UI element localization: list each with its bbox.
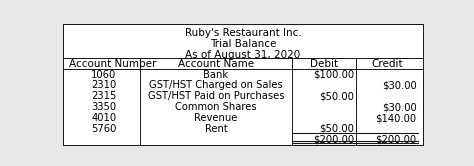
Text: 5760: 5760 [91,124,117,134]
Text: Account Number: Account Number [70,59,157,69]
Text: As of August 31, 2020: As of August 31, 2020 [185,49,301,60]
Text: 1060: 1060 [91,70,117,80]
Text: Account Name: Account Name [178,59,254,69]
Text: $200.00: $200.00 [313,135,354,145]
Text: $50.00: $50.00 [319,91,354,101]
Text: GST/HST Paid on Purchases: GST/HST Paid on Purchases [148,91,284,101]
Text: Trial Balance: Trial Balance [210,39,276,48]
Text: Credit: Credit [372,59,403,69]
Text: Common Shares: Common Shares [175,102,257,112]
Text: Debit: Debit [310,59,338,69]
Text: 2310: 2310 [91,81,117,90]
Text: $140.00: $140.00 [375,113,416,123]
Text: 2315: 2315 [91,91,117,101]
Bar [63,24,423,58]
Text: $30.00: $30.00 [382,102,416,112]
Text: Bank: Bank [203,70,228,80]
Text: GST/HST Charged on Sales: GST/HST Charged on Sales [149,81,283,90]
Text: $100.00: $100.00 [313,70,354,80]
Text: $200.00: $200.00 [375,135,416,145]
Bar [63,58,423,145]
Text: Revenue: Revenue [194,113,237,123]
Text: 3350: 3350 [91,102,116,112]
Text: 4010: 4010 [91,113,116,123]
Text: Rent: Rent [205,124,228,134]
Text: $30.00: $30.00 [382,81,416,90]
Text: $50.00: $50.00 [319,124,354,134]
Text: Ruby's Restaurant Inc.: Ruby's Restaurant Inc. [184,28,301,38]
